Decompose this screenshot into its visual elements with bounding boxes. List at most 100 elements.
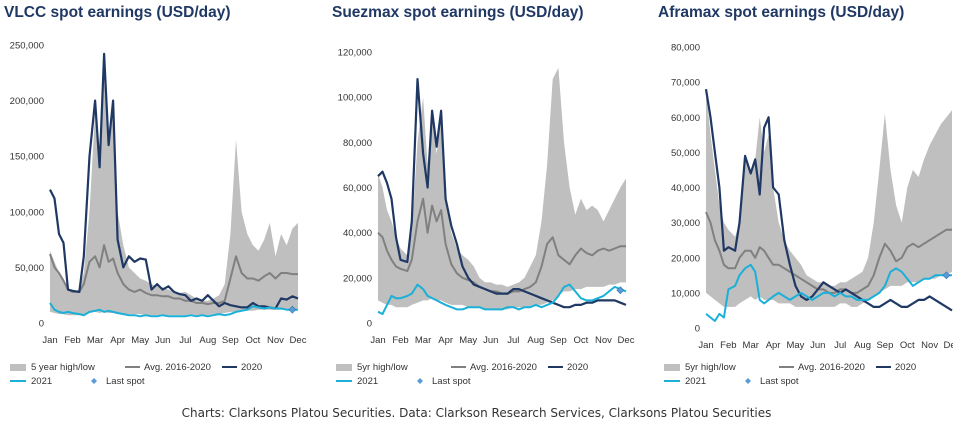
y-tick-label: 50,000	[15, 263, 44, 274]
y-tick-label: 150,000	[10, 152, 44, 163]
y-tick-label: 30,000	[671, 218, 700, 229]
y-tick-label: 10,000	[671, 288, 700, 299]
x-tick-label: Apr	[438, 335, 453, 346]
x-tick-label: Oct	[900, 340, 915, 351]
x-tick-label: Oct	[246, 335, 261, 346]
x-tick-label: Mar	[87, 335, 103, 346]
chart-title: VLCC spot earnings (USD/day)	[4, 4, 231, 21]
y-tick-label: 40,000	[671, 183, 700, 194]
avg-line	[705, 211, 952, 294]
y-tick-label: 0	[39, 319, 44, 330]
legend-label: Last spot	[760, 376, 799, 387]
y-tick-label: 40,000	[343, 228, 372, 239]
legend-label: 2020	[895, 362, 916, 373]
x-tick-label: Dec	[944, 340, 953, 351]
last-spot-marker	[288, 305, 297, 314]
legend-last-spot-swatch	[91, 378, 97, 384]
aframax-chart: 0 10,000 20,000 30,000 40,000 50,000 60,000 70,…	[664, 43, 953, 387]
x-tick-label: Jun	[483, 335, 498, 346]
x-tick-label: Feb	[392, 335, 408, 346]
chart-title: Aframax spot earnings (USD/day)	[658, 4, 905, 21]
legend-label: 2020	[567, 362, 588, 373]
suezmax-panel: Suezmax spot earnings (USD/day) 0 20,000 4…	[318, 0, 636, 400]
legend-label: Last spot	[106, 376, 145, 387]
legend-label: Avg. 2016-2020	[470, 362, 537, 373]
legend-label: 2021	[31, 376, 52, 387]
legend-label: 2020	[241, 362, 262, 373]
x-tick-label: Oct	[574, 335, 589, 346]
legend-band-swatch	[664, 364, 680, 371]
last-spot-marker	[942, 271, 951, 280]
x-tick-label: Sep	[222, 335, 239, 346]
band-high-low	[706, 89, 952, 307]
line-2020	[377, 77, 627, 309]
avg-line	[49, 244, 298, 306]
x-tick-label: May	[459, 335, 477, 346]
y-tick-label: 20,000	[671, 253, 700, 264]
y-tick-label: 100,000	[10, 207, 44, 218]
x-tick-label: Jun	[155, 335, 170, 346]
line-2021	[49, 302, 298, 318]
legend-label: 5 year high/low	[31, 362, 95, 373]
y-tick-label: 50,000	[671, 148, 700, 159]
line-2020	[704, 89, 953, 312]
x-tick-label: Nov	[267, 335, 284, 346]
x-tick-label: Jan	[698, 340, 713, 351]
y-tick-label: 80,000	[343, 138, 372, 149]
band-high-low	[378, 67, 626, 310]
y-tick-label: 250,000	[10, 41, 44, 52]
legend-label: 5yr high/low	[685, 362, 736, 373]
y-tick-label: 60,000	[671, 113, 700, 124]
band-high-low	[50, 67, 298, 316]
x-tick-label: Feb	[64, 335, 80, 346]
legend-band-swatch	[10, 364, 26, 371]
x-tick-label: Jul	[834, 340, 846, 351]
source-footer: Charts: Clarksons Platou Securities. Dat…	[181, 406, 772, 420]
aframax-panel: Aframax spot earnings (USD/day) 0 10,000 2…	[636, 0, 953, 400]
x-tick-label: Jul	[179, 335, 191, 346]
y-tick-label: 80,000	[671, 43, 700, 54]
x-tick-label: Nov	[595, 335, 612, 346]
x-tick-label: Jul	[507, 335, 519, 346]
last-spot-marker	[616, 286, 625, 295]
y-tick-label: 200,000	[10, 96, 44, 107]
legend-label: 2021	[357, 376, 378, 387]
legend-label: 5yr high/low	[357, 362, 408, 373]
legend-label: Avg. 2016-2020	[144, 362, 211, 373]
legend-label: 2021	[685, 376, 706, 387]
x-tick-label: Jan	[370, 335, 385, 346]
legend-label: Avg. 2016-2020	[798, 362, 865, 373]
line-2021	[377, 283, 627, 315]
vlcc-chart: 0 50,000 100,000 150,000 200,000 250,000 Jan Fe…	[10, 41, 307, 388]
x-tick-label: Nov	[921, 340, 938, 351]
legend-last-spot-swatch	[417, 378, 423, 384]
x-tick-label: Aug	[854, 340, 871, 351]
y-tick-label: 60,000	[343, 183, 372, 194]
y-tick-label: 20,000	[343, 273, 372, 284]
x-tick-label: Jun	[810, 340, 825, 351]
line-2020	[49, 52, 299, 310]
line-2021	[705, 263, 952, 322]
x-tick-label: Dec	[618, 335, 635, 346]
legend-last-spot-swatch	[745, 378, 751, 384]
x-tick-label: Aug	[527, 335, 544, 346]
x-tick-label: Dec	[290, 335, 307, 346]
chart-title: Suezmax spot earnings (USD/day)	[332, 4, 584, 21]
x-tick-label: Mar	[743, 340, 759, 351]
x-tick-label: Apr	[110, 335, 125, 346]
x-tick-label: Sep	[876, 340, 893, 351]
legend-band-swatch	[336, 364, 352, 371]
y-tick-label: 0	[367, 319, 372, 330]
x-tick-label: Sep	[550, 335, 567, 346]
legend-label: Last spot	[432, 376, 471, 387]
x-tick-label: Jan	[42, 335, 57, 346]
x-tick-label: Aug	[199, 335, 216, 346]
y-tick-label: 70,000	[671, 78, 700, 89]
suezmax-chart: 0 20,000 40,000 60,000 80,000 100,000 120,000 J…	[336, 48, 635, 387]
x-tick-label: May	[131, 335, 149, 346]
y-tick-label: 100,000	[338, 93, 372, 104]
x-tick-label: Apr	[766, 340, 781, 351]
y-tick-label: 120,000	[338, 48, 372, 59]
vlcc-panel: VLCC spot earnings (USD/day) 0 50,000 100,…	[0, 0, 318, 400]
avg-line	[377, 197, 626, 295]
